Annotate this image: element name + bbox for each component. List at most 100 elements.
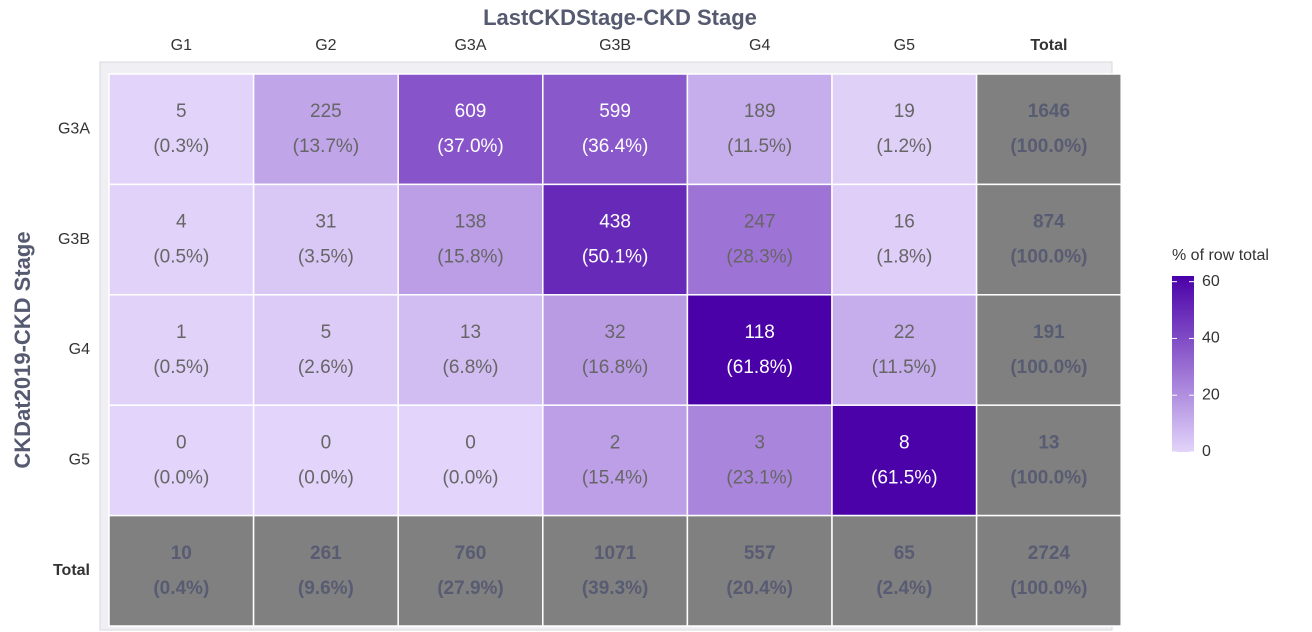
cell-count: 0 [465,432,476,453]
cell-percent: (11.5%) [727,136,792,157]
cell-percent: (20.4%) [726,578,793,599]
colorbar-tick-label: 60 [1202,273,1220,290]
cell-percent: (37.0%) [437,136,504,157]
x-tick-label: Total [1030,37,1067,54]
cell-percent: (36.4%) [582,136,649,157]
cell-count: 13 [460,322,481,343]
y-axis-title: CKDat2019-CKD Stage [10,231,35,468]
cell-count: 0 [176,432,187,453]
colorbar-title: % of row total [1172,247,1269,264]
y-tick-label: G3B [58,231,90,248]
x-tick-label: G2 [315,37,336,54]
heatmap-cell [252,294,399,406]
heatmap-cell [542,514,689,627]
heatmap-cell [686,404,833,517]
cell-count: 13 [1038,432,1059,453]
cell-percent: (3.5%) [298,247,354,268]
cell-count: 191 [1033,322,1065,343]
cell-percent: (2.6%) [298,357,354,378]
colorbar-tick-label: 40 [1202,330,1220,347]
cell-percent: (100.0%) [1010,357,1087,378]
heatmap-cell [686,294,833,406]
cell-percent: (100.0%) [1010,578,1087,599]
y-tick-label: G3A [58,120,90,137]
heatmap-cell [975,183,1122,296]
cell-count: 5 [321,322,332,343]
heatmap-cell [252,514,399,627]
cell-count: 2 [610,432,621,453]
cell-count: 438 [599,212,631,233]
heatmap-cell [686,183,833,296]
heatmap-cell [831,294,978,406]
heatmap-cell [397,404,544,517]
x-tick-label: G4 [749,37,770,54]
cell-percent: (15.8%) [437,247,504,268]
x-tick-label: G3A [454,37,486,54]
cell-count: 609 [455,101,487,122]
cell-percent: (6.8%) [443,357,499,378]
cell-count: 22 [894,322,915,343]
heatmap-cell [686,514,833,627]
x-tick-label: G3B [599,37,631,54]
heatmap-cell [108,514,255,627]
cell-count: 16 [894,212,915,233]
heatmap-cell [397,294,544,406]
x-tick-label: G5 [894,37,915,54]
cell-count: 5 [176,101,187,122]
heatmap-cell [397,183,544,296]
heatmap-cell [831,73,978,186]
cell-count: 2724 [1028,543,1071,564]
cell-percent: (0.5%) [153,357,209,378]
cell-percent: (61.5%) [871,467,938,488]
cell-count: 10 [171,543,192,564]
heatmap-cell [108,183,255,296]
cell-percent: (28.3%) [726,247,793,268]
cell-count: 557 [744,543,776,564]
y-tick-label: G5 [69,452,90,469]
cell-count: 1646 [1028,101,1070,122]
cell-percent: (11.5%) [872,357,937,378]
colorbar-tick-label: 20 [1202,386,1220,403]
cell-count: 4 [176,212,187,233]
cell-count: 32 [605,322,626,343]
heatmap-cell [542,404,689,517]
cell-percent: (39.3%) [582,578,649,599]
colorbar [1172,276,1194,452]
cell-percent: (2.4%) [876,578,932,599]
cell-percent: (100.0%) [1010,136,1087,157]
cell-percent: (0.0%) [298,467,354,488]
cell-count: 599 [599,101,631,122]
cell-percent: (0.5%) [153,247,209,268]
heatmap-cell [975,73,1122,186]
cell-count: 261 [310,543,342,564]
cell-percent: (0.4%) [153,578,209,599]
cell-count: 19 [894,101,915,122]
heatmap-cell [542,294,689,406]
cell-percent: (27.9%) [437,578,504,599]
cell-count: 1071 [594,543,637,564]
cell-percent: (23.1%) [726,467,793,488]
heatmap-cell [108,294,255,406]
heatmap-cell [831,183,978,296]
heatmap-cell [397,514,544,627]
cell-percent: (100.0%) [1010,247,1087,268]
cell-percent: (1.8%) [876,247,932,268]
cell-percent: (61.8%) [726,357,793,378]
cell-percent: (0.0%) [153,467,209,488]
cell-count: 138 [455,212,487,233]
heatmap-cell [686,73,833,186]
cell-count: 8 [899,432,910,453]
cell-count: 0 [321,432,332,453]
y-tick-label: Total [53,562,90,579]
cell-percent: (50.1%) [582,247,649,268]
heatmap-cell [975,294,1122,406]
cell-count: 1 [176,322,187,343]
cell-count: 189 [744,101,776,122]
cell-percent: (9.6%) [298,578,354,599]
cell-count: 225 [310,101,342,122]
heatmap-cell [542,73,689,186]
colorbar-tick-label: 0 [1202,443,1211,460]
cell-count: 247 [744,212,776,233]
cell-percent: (0.3%) [153,136,209,157]
heatmap-cell [542,183,689,296]
